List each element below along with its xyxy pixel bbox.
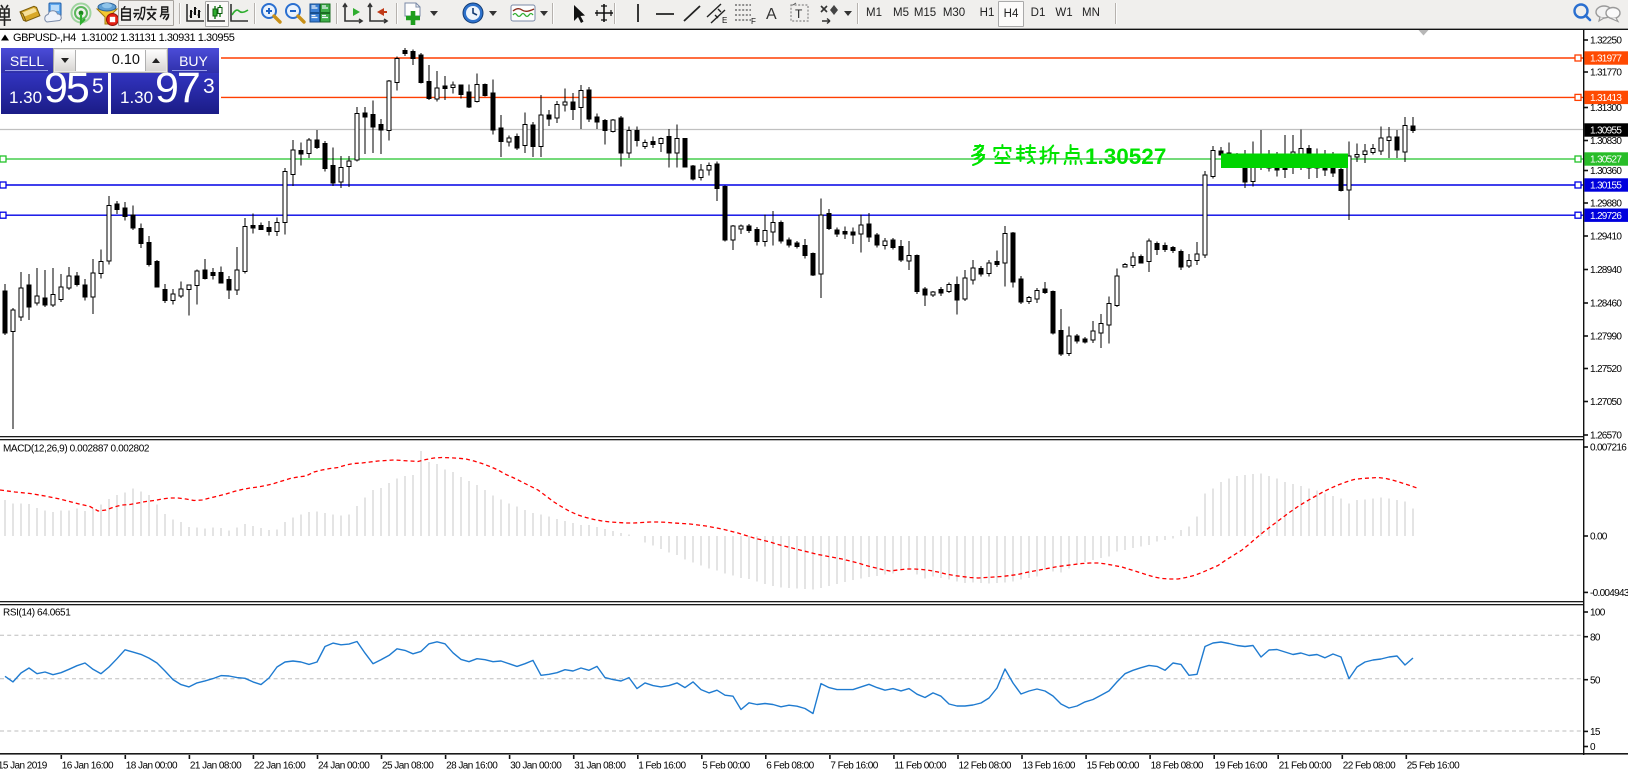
svg-text:15 Feb 00:00: 15 Feb 00:00: [1087, 761, 1140, 772]
svg-text:1.27050: 1.27050: [1590, 397, 1622, 408]
svg-text:0.007216: 0.007216: [1590, 443, 1627, 454]
svg-text:7 Feb 16:00: 7 Feb 16:00: [830, 761, 878, 772]
svg-text:GBPUSD-,H4 1.31002 1.31131 1.: GBPUSD-,H4 1.31002 1.31131 1.30931 1.309…: [13, 32, 235, 44]
svg-text:1.30527: 1.30527: [1085, 144, 1166, 169]
svg-text:1.30527: 1.30527: [1590, 155, 1622, 166]
svg-text:MACD(12,26,9) 0.002887 0.00280: MACD(12,26,9) 0.002887 0.002802: [3, 444, 150, 455]
svg-text:21 Feb 00:00: 21 Feb 00:00: [1279, 761, 1332, 772]
svg-text:15 Jan 2019: 15 Jan 2019: [0, 761, 48, 772]
svg-text:22 Jan 16:00: 22 Jan 16:00: [254, 761, 306, 772]
svg-text:21 Jan 08:00: 21 Jan 08:00: [190, 761, 242, 772]
svg-text:F: F: [751, 17, 756, 26]
svg-text:25 Feb 16:00: 25 Feb 16:00: [1407, 761, 1460, 772]
svg-text:0.00: 0.00: [1590, 532, 1608, 543]
svg-text:A: A: [766, 6, 777, 23]
svg-text:1.27990: 1.27990: [1590, 332, 1622, 343]
svg-text:80: 80: [1590, 632, 1601, 643]
svg-text:18 Jan 00:00: 18 Jan 00:00: [126, 761, 178, 772]
svg-text:1.30830: 1.30830: [1590, 136, 1622, 147]
svg-text:5 Feb 00:00: 5 Feb 00:00: [702, 761, 750, 772]
svg-text:25 Jan 08:00: 25 Jan 08:00: [382, 761, 434, 772]
svg-text:1.28940: 1.28940: [1590, 265, 1622, 276]
svg-text:6 Feb 08:00: 6 Feb 08:00: [766, 761, 814, 772]
svg-text:24 Jan 00:00: 24 Jan 00:00: [318, 761, 370, 772]
svg-text:1 Feb 16:00: 1 Feb 16:00: [638, 761, 686, 772]
svg-text:0: 0: [1590, 742, 1596, 753]
svg-text:28 Jan 16:00: 28 Jan 16:00: [446, 761, 498, 772]
svg-text:1.30155: 1.30155: [1590, 181, 1622, 192]
svg-text:22 Feb 08:00: 22 Feb 08:00: [1343, 761, 1396, 772]
svg-text:30 Jan 00:00: 30 Jan 00:00: [510, 761, 562, 772]
svg-text:1.31413: 1.31413: [1590, 93, 1622, 104]
svg-text:1.30360: 1.30360: [1590, 166, 1622, 177]
svg-text:13 Feb 16:00: 13 Feb 16:00: [1023, 761, 1076, 772]
svg-text:1.27520: 1.27520: [1590, 364, 1622, 375]
svg-text:RSI(14) 64.0651: RSI(14) 64.0651: [3, 608, 71, 619]
svg-text:1.29410: 1.29410: [1590, 232, 1622, 243]
svg-text:T: T: [795, 7, 803, 21]
svg-text:16 Jan 16:00: 16 Jan 16:00: [62, 761, 114, 772]
svg-text:E: E: [722, 16, 727, 25]
svg-text:1.30955: 1.30955: [1590, 126, 1622, 137]
svg-text:18 Feb 08:00: 18 Feb 08:00: [1151, 761, 1204, 772]
svg-text:1.31770: 1.31770: [1590, 68, 1622, 79]
svg-text:1.28460: 1.28460: [1590, 299, 1622, 310]
svg-text:1.31977: 1.31977: [1590, 54, 1622, 65]
svg-text:12 Feb 08:00: 12 Feb 08:00: [959, 761, 1012, 772]
svg-text:1.32250: 1.32250: [1590, 36, 1622, 47]
svg-text:15: 15: [1590, 727, 1601, 738]
svg-text:-0.004943: -0.004943: [1590, 588, 1628, 599]
svg-text:1.29726: 1.29726: [1590, 211, 1622, 222]
svg-text:1.31300: 1.31300: [1590, 103, 1622, 114]
svg-text:1.29880: 1.29880: [1590, 199, 1622, 210]
svg-text:19 Feb 16:00: 19 Feb 16:00: [1215, 761, 1268, 772]
svg-text:100: 100: [1590, 608, 1606, 619]
svg-text:50: 50: [1590, 675, 1601, 686]
svg-text:1.26570: 1.26570: [1590, 431, 1622, 442]
svg-text:31 Jan 08:00: 31 Jan 08:00: [574, 761, 626, 772]
svg-text:11 Feb 00:00: 11 Feb 00:00: [894, 761, 947, 772]
